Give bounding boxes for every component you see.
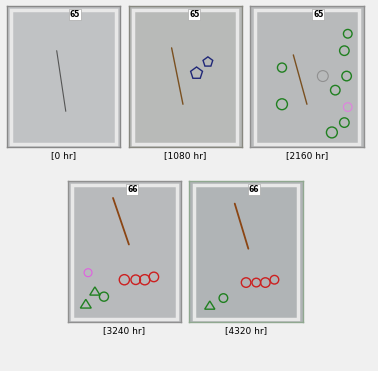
Text: 66: 66 bbox=[127, 185, 138, 194]
Text: [1080 hr]: [1080 hr] bbox=[164, 151, 206, 160]
Text: [4320 hr]: [4320 hr] bbox=[225, 326, 267, 335]
Text: [2160 hr]: [2160 hr] bbox=[286, 151, 328, 160]
Text: 65: 65 bbox=[313, 10, 324, 19]
Text: [3240 hr]: [3240 hr] bbox=[103, 326, 146, 335]
Text: 65: 65 bbox=[70, 10, 80, 19]
Text: 66: 66 bbox=[249, 185, 259, 194]
Text: 65: 65 bbox=[189, 10, 200, 19]
Text: [0 hr]: [0 hr] bbox=[51, 151, 76, 160]
